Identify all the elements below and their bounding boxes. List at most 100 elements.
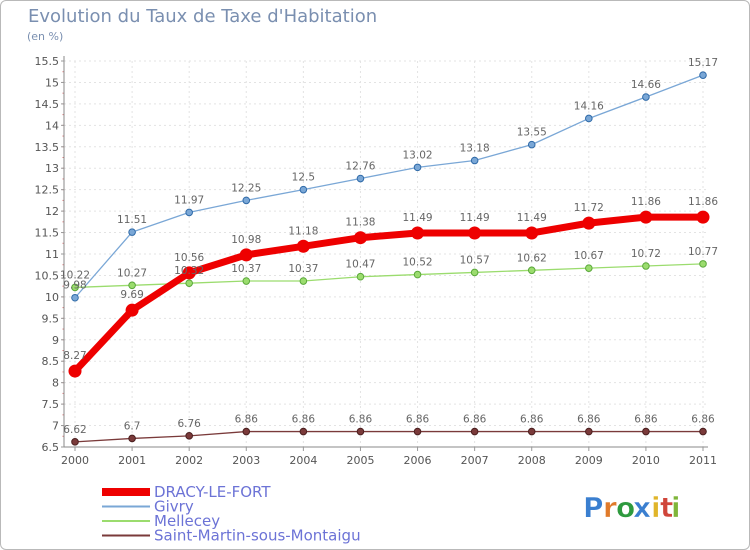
- data-label: 12.5: [292, 172, 315, 184]
- data-label: 8.27: [63, 350, 86, 362]
- data-point: [242, 427, 251, 436]
- legend: DRACY-LE-FORTGivryMelleceySaint-Martin-s…: [102, 483, 361, 545]
- data-point: [71, 293, 79, 302]
- data-point: [470, 268, 479, 277]
- data-label: 10.62: [517, 252, 547, 264]
- y-tick-label: 7: [52, 420, 59, 433]
- legend-label: DRACY-LE-FORT: [154, 483, 271, 501]
- y-tick-label: 12: [45, 205, 59, 218]
- data-label: 11.51: [117, 214, 147, 226]
- y-tick-label: 15.5: [35, 55, 60, 68]
- data-label: 11.86: [688, 196, 718, 208]
- data-point: [299, 427, 308, 436]
- data-label: 14.16: [574, 100, 604, 112]
- data-point: [470, 156, 479, 165]
- data-label: 10.22: [60, 269, 90, 281]
- data-label: 9.69: [120, 289, 143, 301]
- data-point: [470, 427, 479, 436]
- data-label: 6.86: [634, 414, 658, 426]
- data-label: 6.86: [235, 414, 259, 426]
- data-point: [585, 264, 593, 272]
- data-point: [185, 208, 193, 217]
- y-tick-label: 11: [45, 248, 59, 261]
- data-labels: 8.27 9.69 10.56 10.98 11.18 11.38 11.49 11.49 11…: [60, 57, 718, 436]
- data-point: [356, 174, 365, 183]
- y-tick-label: 10: [45, 291, 59, 304]
- y-tick-label: 13.5: [35, 141, 60, 154]
- data-label: 6.86: [406, 414, 430, 426]
- data-point: [185, 432, 193, 440]
- data-label: 11.49: [517, 212, 547, 224]
- data-label: 10.56: [174, 252, 204, 264]
- logo-letter: t: [660, 491, 673, 524]
- data-label: 10.52: [403, 257, 433, 269]
- data-label: 10.32: [174, 265, 204, 277]
- y-tick-label: 13: [45, 162, 59, 175]
- y-tick-label: 15: [45, 76, 59, 89]
- data-point: [525, 226, 539, 240]
- y-tick-label: 10.5: [35, 269, 60, 282]
- data-point: [411, 226, 425, 240]
- data-point: [356, 272, 365, 281]
- data-point: [413, 163, 422, 172]
- x-tick-label: 2005: [346, 454, 374, 467]
- chart-title: Evolution du Taux de Taxe d'Habitation: [28, 6, 378, 27]
- axes: [62, 56, 708, 448]
- y-tick-label: 9.5: [42, 312, 60, 325]
- data-label: 11.86: [631, 196, 661, 208]
- data-point: [699, 427, 707, 436]
- data-label: 6.86: [520, 414, 544, 426]
- series-line-saint-martin-sous-montaigu: [74, 430, 703, 443]
- data-label: 13.18: [460, 143, 490, 155]
- data-point: [71, 283, 79, 292]
- x-tick-label: 2010: [632, 454, 660, 467]
- data-point: [468, 226, 482, 240]
- x-axis-ticks: 2000 2001 2002 2003 2004 2005 2006 2007 2008 2009…: [61, 447, 717, 467]
- data-label: 11.18: [288, 225, 318, 237]
- legend-label: Givry: [154, 498, 194, 516]
- data-label: 6.86: [292, 414, 316, 426]
- data-label: 10.37: [288, 263, 318, 275]
- data-point: [642, 93, 650, 101]
- series-layer: [68, 71, 710, 446]
- data-label: 11.49: [460, 212, 490, 224]
- data-point: [585, 427, 593, 436]
- y-tick-label: 14: [45, 119, 59, 132]
- data-label: 9.98: [63, 280, 86, 292]
- data-label: 11.72: [574, 202, 604, 214]
- data-point: [299, 277, 308, 285]
- data-point: [128, 228, 136, 236]
- data-label: 15.17: [688, 57, 718, 69]
- data-point: [71, 438, 79, 446]
- x-tick-label: 2006: [404, 454, 432, 467]
- chart-subtitle: (en %): [27, 30, 64, 43]
- data-label: 6.86: [349, 414, 373, 426]
- y-tick-label: 6.5: [42, 441, 60, 454]
- x-tick-label: 2008: [518, 454, 546, 467]
- data-point: [413, 427, 422, 436]
- data-point: [699, 71, 707, 79]
- data-label: 6.86: [577, 414, 601, 426]
- data-label: 10.67: [574, 250, 604, 262]
- series-line-givry: [74, 74, 704, 299]
- data-label: 10.72: [631, 248, 661, 260]
- data-label: 11.49: [403, 212, 433, 224]
- data-label: 10.47: [345, 259, 375, 271]
- logo-letter: r: [603, 491, 617, 524]
- data-point: [356, 427, 365, 436]
- data-label: 11.38: [345, 217, 375, 229]
- y-tick-label: 14.5: [35, 98, 60, 111]
- data-label: 6.7: [124, 420, 141, 432]
- series-line-dracy-le-fort: [72, 213, 703, 374]
- data-point: [413, 270, 422, 279]
- data-label: 10.37: [231, 263, 261, 275]
- grid-lines: [64, 60, 708, 448]
- data-label: 6.76: [177, 418, 201, 430]
- legend-label: Mellecey: [154, 512, 220, 530]
- data-label: 10.57: [460, 254, 490, 266]
- data-point: [296, 239, 310, 253]
- data-point: [585, 114, 593, 123]
- data-point: [68, 364, 82, 378]
